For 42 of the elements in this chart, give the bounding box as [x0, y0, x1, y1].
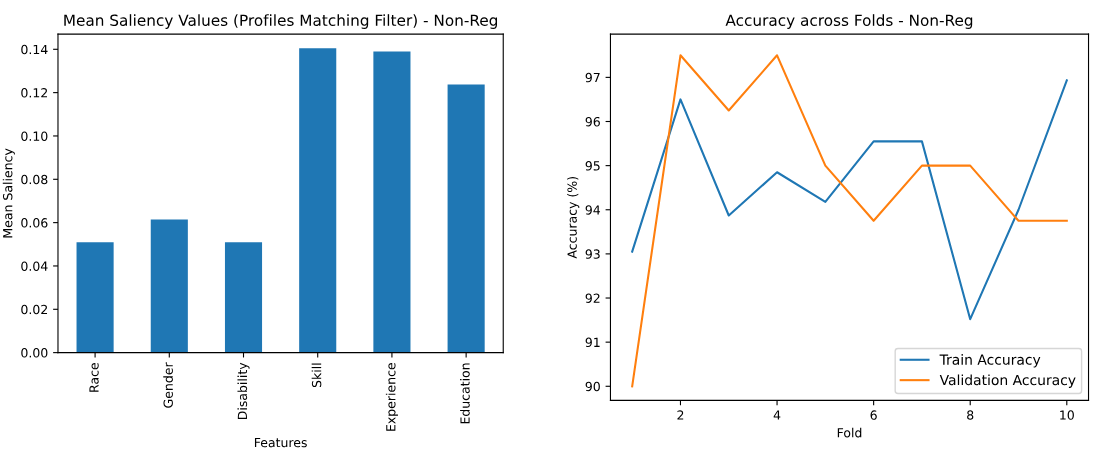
x-tick-label: Race	[89, 363, 99, 392]
chart-title: Mean Saliency Values (Profiles Matching Filter) - Non-Reg	[64, 14, 498, 29]
y-tick-label: 90	[585, 381, 600, 392]
bar	[373, 51, 411, 353]
y-axis-title: Accuracy (%)	[567, 177, 580, 259]
y-tick-label: 0.14	[21, 44, 48, 55]
y-tick-label: 0.00	[21, 348, 48, 358]
bar	[224, 242, 263, 353]
bar	[447, 84, 485, 353]
bar	[76, 242, 114, 353]
y-tick-label: 0.02	[21, 304, 48, 315]
bar	[150, 219, 188, 353]
bar	[299, 48, 337, 353]
x-tick-label: Gender	[163, 362, 173, 408]
y-tick-label: 93	[585, 249, 600, 259]
chart-title: Accuracy across Folds - Non-Reg	[725, 14, 973, 29]
y-tick-label: 0.10	[21, 131, 48, 141]
x-tick-label: 10	[1060, 410, 1074, 420]
y-tick-label: 95	[585, 161, 600, 171]
x-axis-title: Fold	[837, 427, 862, 438]
y-tick-label: 0.04	[21, 261, 48, 271]
y-tick-label: 96	[585, 116, 600, 127]
legend-label: Train Accuracy	[939, 354, 1041, 368]
y-tick-label: 97	[585, 72, 600, 83]
x-tick-label: 4	[773, 410, 781, 420]
x-tick-label: Experience	[385, 363, 398, 431]
legend-label: Validation Accuracy	[939, 374, 1076, 388]
x-tick-label: 8	[967, 410, 974, 420]
x-tick-label: Skill	[311, 363, 322, 388]
y-tick-label: 0.06	[21, 218, 48, 228]
y-tick-label: 0.08	[21, 174, 48, 185]
y-tick-label: 94	[585, 205, 601, 215]
x-tick-label: Disability	[237, 362, 250, 420]
y-axis-title: Mean Saliency	[2, 148, 15, 238]
x-tick-label: 2	[677, 410, 684, 420]
y-tick-label: 91	[585, 337, 600, 348]
y-tick-label: 92	[585, 293, 600, 303]
x-tick-label: 6	[870, 410, 877, 420]
x-tick-label: Education	[460, 363, 470, 424]
x-axis-title: Features	[254, 438, 307, 448]
y-tick-label: 0.12	[21, 88, 48, 98]
line-series	[631, 79, 1068, 321]
